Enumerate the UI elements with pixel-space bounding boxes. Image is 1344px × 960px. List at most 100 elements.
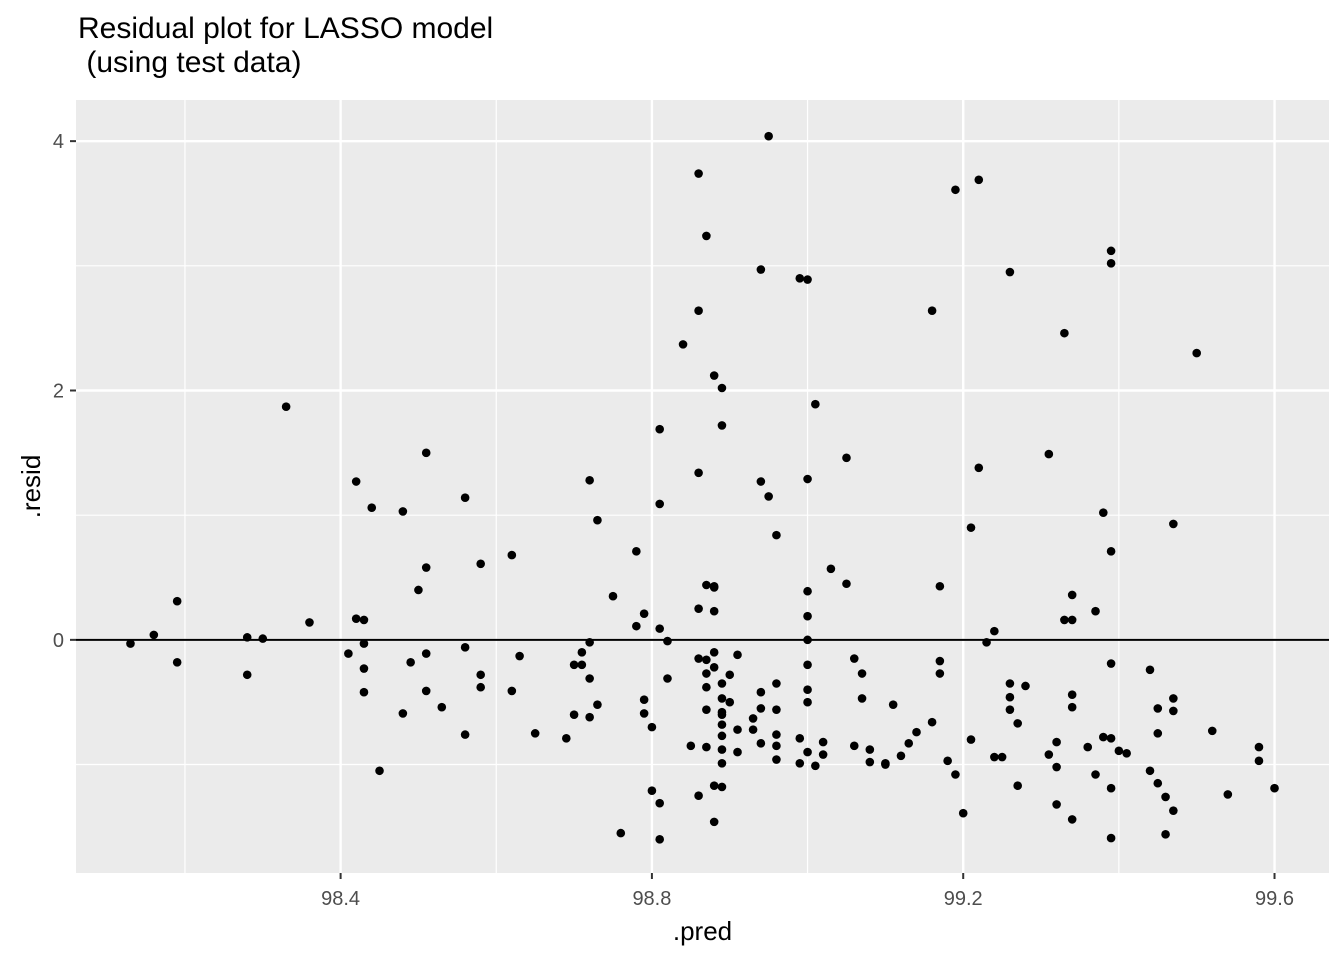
data-point: [756, 739, 766, 748]
x-tick-label: 99.6: [1255, 888, 1294, 910]
data-point: [772, 755, 781, 764]
data-points: [126, 131, 1279, 844]
data-point: [460, 643, 470, 652]
data-point: [935, 581, 945, 591]
data-point: [1099, 732, 1108, 742]
data-point: [803, 747, 812, 757]
data-point: [460, 730, 470, 739]
data-point: [966, 523, 976, 532]
data-point: [1106, 783, 1116, 793]
data-point: [1161, 830, 1170, 839]
data-point: [1060, 615, 1069, 625]
data-point: [896, 751, 906, 761]
data-point: [818, 750, 828, 759]
data-point: [585, 712, 594, 722]
data-point: [717, 720, 727, 729]
data-point: [772, 705, 781, 714]
data-point: [1254, 742, 1264, 752]
data-point: [655, 624, 664, 633]
data-point: [709, 648, 719, 657]
chart-title-line-2: (using test data): [78, 46, 302, 79]
data-point: [359, 615, 369, 625]
data-point: [1106, 734, 1116, 743]
data-point: [1106, 547, 1116, 556]
data-point: [803, 660, 812, 670]
data-point: [694, 654, 703, 663]
data-point: [974, 175, 984, 185]
data-point: [1083, 742, 1093, 752]
data-point: [608, 591, 618, 601]
data-point: [951, 770, 960, 779]
data-point: [811, 761, 820, 771]
data-point: [702, 669, 711, 678]
data-point: [655, 499, 664, 509]
data-point: [1254, 756, 1264, 766]
data-point: [702, 682, 711, 692]
data-point: [585, 638, 594, 647]
data-point: [1067, 702, 1077, 712]
data-point: [772, 530, 781, 540]
data-point: [663, 674, 672, 683]
data-point: [367, 503, 377, 512]
data-point: [593, 515, 602, 525]
data-point: [935, 669, 945, 678]
data-point: [655, 424, 664, 434]
data-point: [694, 604, 703, 613]
data-point: [857, 694, 867, 703]
data-point: [1114, 746, 1124, 756]
data-point: [958, 808, 968, 818]
data-point: [709, 583, 719, 592]
data-point: [717, 758, 727, 768]
data-point: [717, 679, 727, 688]
data-point: [577, 648, 587, 657]
data-point: [717, 731, 727, 741]
data-point: [694, 791, 703, 800]
data-point: [507, 550, 517, 560]
data-point: [1106, 833, 1116, 843]
data-point: [725, 670, 735, 680]
data-point: [888, 700, 898, 709]
data-point: [702, 580, 711, 590]
data-point: [717, 782, 727, 792]
data-point: [772, 730, 781, 739]
data-point: [702, 231, 711, 241]
data-point: [1122, 749, 1131, 758]
data-point: [717, 710, 727, 719]
data-point: [1207, 726, 1217, 736]
data-point: [803, 586, 812, 596]
data-point: [1067, 615, 1077, 625]
data-point: [398, 709, 408, 718]
data-point: [351, 614, 361, 623]
data-point: [305, 618, 314, 627]
data-point: [709, 662, 719, 672]
data-point: [1153, 704, 1163, 713]
data-point: [1106, 659, 1116, 668]
data-point: [951, 185, 960, 195]
data-point: [803, 474, 812, 484]
data-point: [585, 674, 594, 683]
x-tick-label: 98.8: [632, 888, 671, 910]
data-point: [733, 725, 742, 734]
data-point: [460, 493, 470, 503]
data-point: [709, 606, 719, 616]
data-point: [655, 798, 664, 808]
y-tick-label: 0: [53, 630, 64, 652]
data-point: [803, 275, 812, 284]
data-point: [359, 664, 369, 673]
data-point: [904, 739, 914, 748]
data-point: [1013, 781, 1022, 791]
data-point: [702, 705, 711, 714]
data-point: [663, 636, 672, 646]
data-point: [593, 700, 602, 709]
data-point: [1005, 692, 1015, 702]
data-point: [1153, 729, 1163, 738]
data-point: [1005, 679, 1015, 688]
data-point: [842, 453, 851, 463]
data-point: [733, 650, 742, 660]
data-point: [709, 781, 719, 791]
data-point: [694, 306, 703, 316]
data-point: [990, 752, 999, 762]
data-point: [351, 477, 361, 486]
data-point: [476, 559, 485, 569]
data-point: [927, 717, 937, 727]
